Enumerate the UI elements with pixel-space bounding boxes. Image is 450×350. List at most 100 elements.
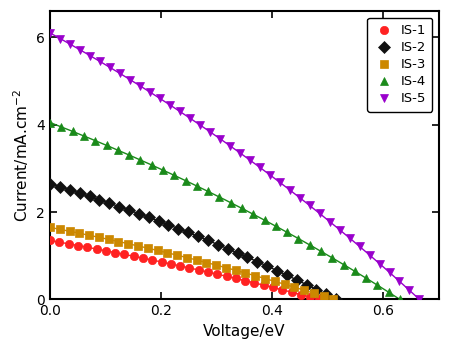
IS-2 [117,204,122,209]
IS-5 [397,279,402,284]
IS-5 [97,60,103,64]
IS-2 [156,219,161,223]
IS-2 [136,211,142,216]
IS-4 [397,298,403,302]
IS-5 [347,236,352,240]
IS-3 [155,248,160,253]
IS-4 [171,173,177,177]
IS-3 [262,276,268,281]
IS-1 [47,238,53,243]
IS-2 [215,243,220,247]
IS-2 [107,201,112,205]
IS-5 [58,36,63,41]
IS-5 [357,244,362,248]
IS-2 [205,238,211,243]
IS-5 [257,165,262,169]
IS-5 [207,130,212,134]
IS-1 [159,260,164,264]
IS-1 [103,248,108,253]
IS-1 [261,283,266,287]
IS-3 [243,271,248,275]
IS-2 [333,298,339,302]
IS-3 [86,233,92,237]
IS-5 [327,219,332,224]
IS-1 [112,251,118,255]
IS-4 [126,153,132,157]
IS-2 [195,234,201,238]
IS-1 [215,272,220,276]
IS-1 [224,274,230,278]
Line: IS-5: IS-5 [46,29,423,304]
IS-2 [284,273,289,277]
IS-4 [296,237,301,241]
IS-4 [81,134,87,138]
IS-4 [58,125,64,129]
IS-5 [197,123,202,127]
IS-2 [304,282,309,287]
IS-2 [146,215,152,219]
IS-2 [225,246,230,251]
IS-1 [187,266,192,270]
IS-4 [251,212,256,216]
Line: IS-3: IS-3 [46,223,338,304]
IS-4 [262,218,267,222]
IS-1 [233,276,238,281]
IS-5 [337,228,342,232]
IS-2 [324,292,329,296]
IS-1 [85,245,90,249]
IS-3 [282,282,287,286]
IS-5 [167,103,173,107]
IS-2 [235,251,240,255]
IS-4 [239,206,245,210]
IS-2 [77,191,82,195]
IS-1 [75,243,81,247]
IS-2 [314,287,319,292]
IS-1 [270,285,276,289]
IS-4 [138,158,143,162]
IS-5 [147,90,153,94]
IS-1 [289,290,294,294]
IS-3 [204,260,209,265]
IS-4 [115,148,121,152]
IS-5 [87,54,93,58]
IS-4 [206,189,211,194]
IS-1 [252,281,257,285]
IS-2 [245,255,250,259]
IS-3 [126,241,131,246]
IS-4 [273,224,279,228]
IS-5 [297,196,302,200]
IS-4 [104,143,109,147]
IS-1 [196,268,202,272]
IS-3 [67,229,72,233]
Line: IS-1: IS-1 [46,236,324,304]
IS-4 [284,230,290,235]
IS-3 [213,263,219,267]
IS-3 [184,256,189,260]
IS-5 [317,211,322,216]
IS-5 [267,173,272,177]
IS-4 [307,243,312,247]
IS-3 [331,298,336,302]
IS-2 [126,208,132,212]
IS-5 [77,48,83,52]
IS-3 [106,237,112,241]
IS-3 [302,288,307,292]
IS-5 [117,71,123,76]
IS-5 [277,180,283,184]
IS-1 [317,298,322,302]
IS-2 [87,194,92,198]
IS-5 [377,261,382,266]
IS-3 [311,291,316,295]
IS-4 [217,195,222,199]
IS-3 [116,239,121,244]
IS-4 [329,256,335,260]
IS-4 [341,262,346,267]
IS-2 [255,259,260,264]
IS-3 [165,251,170,255]
IS-4 [160,168,166,172]
IS-2 [166,223,171,227]
Line: IS-4: IS-4 [46,118,404,304]
IS-4 [352,269,358,273]
IS-3 [145,246,150,250]
IS-3 [252,274,258,278]
